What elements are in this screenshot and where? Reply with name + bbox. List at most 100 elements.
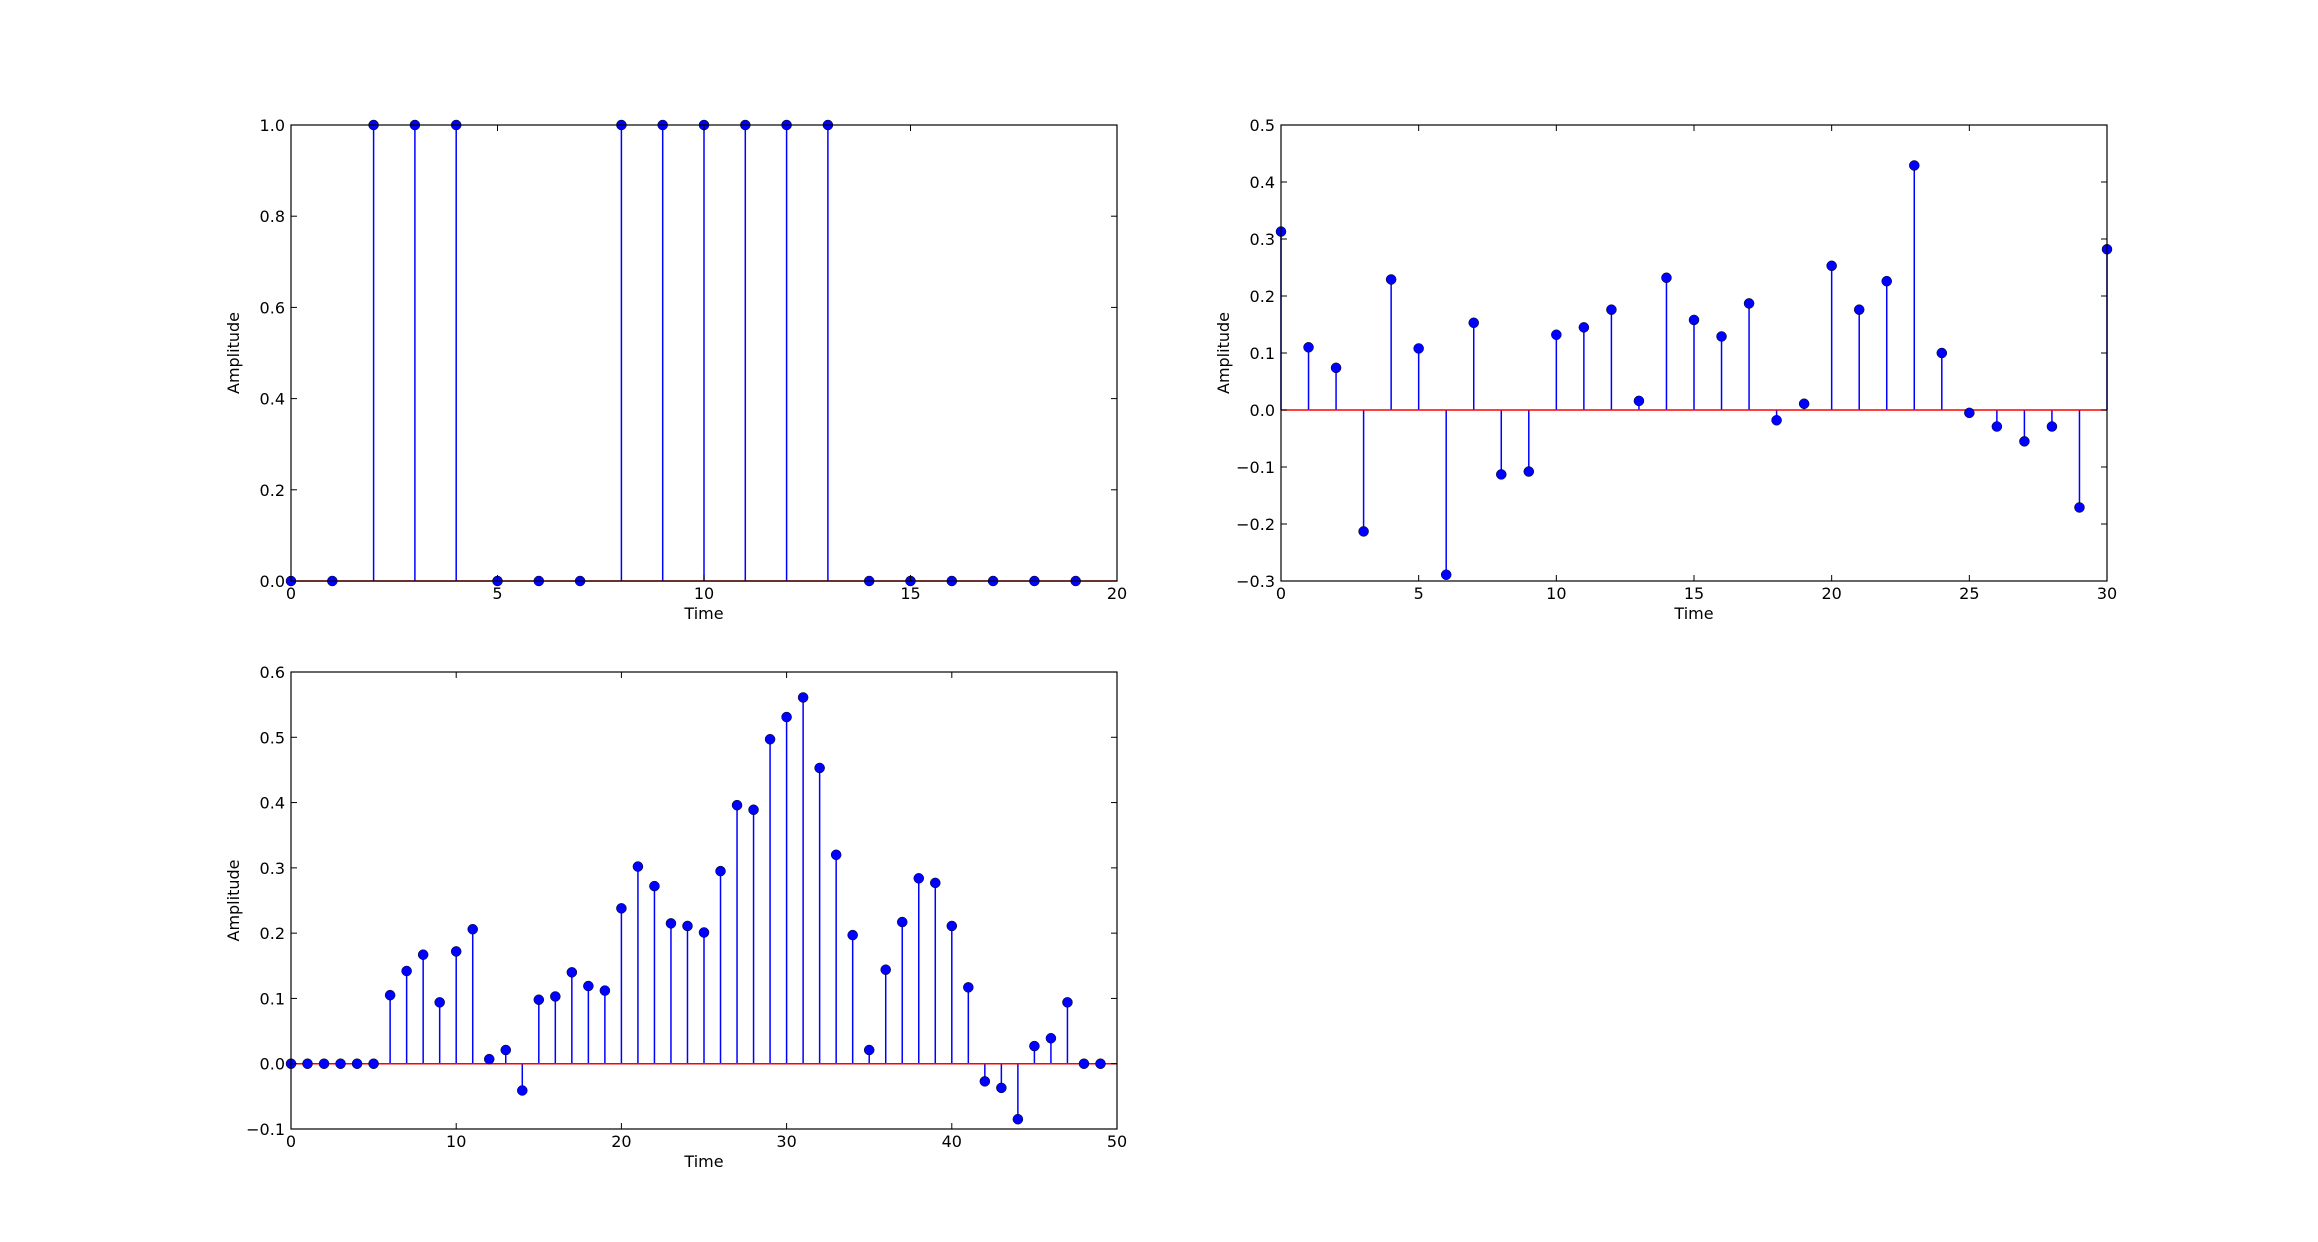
x-axis-label: Time xyxy=(1673,604,1713,623)
y-tick-label: 0.0 xyxy=(260,1055,285,1074)
stem-marker xyxy=(996,1082,1007,1094)
x-tick-label: 5 xyxy=(492,584,502,603)
stem-marker xyxy=(550,991,561,1002)
x-tick-label: 20 xyxy=(1107,584,1127,603)
y-tick-label: 0.6 xyxy=(260,298,285,317)
stem-marker xyxy=(1523,466,1535,477)
y-tick-label: 0.6 xyxy=(260,663,285,682)
stem-marker xyxy=(434,997,445,1008)
chart: 0 5 10 15 20 25 30 −0.3 −0.2 −0.1 0.0 0.1 0.2 0.3 0.4 0… xyxy=(1214,116,2117,623)
stem-marker xyxy=(1440,569,1452,580)
y-axis-label: Amplitude xyxy=(1214,312,1233,394)
stem-marker xyxy=(2019,436,2030,447)
stem-marker xyxy=(665,918,677,929)
y-tick-label: 0.8 xyxy=(260,207,285,226)
stem-marker xyxy=(1062,997,1073,1008)
stem-marker xyxy=(946,920,958,932)
y-tick-label: −0.2 xyxy=(1236,515,1275,534)
stem-marker xyxy=(1385,274,1397,285)
stem-marker xyxy=(583,980,594,992)
x-tick-label: 0 xyxy=(286,584,296,603)
stem-marker xyxy=(1012,1113,1024,1125)
stem-marker xyxy=(649,880,660,892)
x-tick-label: 50 xyxy=(1107,1132,1127,1151)
stem-marker xyxy=(2046,421,2058,432)
stem-marker xyxy=(1991,421,2003,432)
stem-marker xyxy=(748,804,759,816)
stem-marker xyxy=(599,985,611,996)
y-tick-label: 0.3 xyxy=(260,859,285,878)
stem-marker xyxy=(781,711,792,723)
stem-marker xyxy=(384,989,396,1001)
stem-marker xyxy=(1496,469,1507,480)
x-tick-label: 10 xyxy=(1546,584,1566,603)
stem-marker xyxy=(814,762,825,774)
x-tick-label: 0 xyxy=(286,1132,296,1151)
stem-marker xyxy=(764,733,776,745)
stem-marker xyxy=(1936,347,1948,359)
stem-marker xyxy=(368,1058,379,1069)
stem-marker xyxy=(1045,1033,1057,1044)
y-tick-label: 0.4 xyxy=(1250,173,1275,192)
stem-marker xyxy=(302,1058,313,1069)
y-tick-label: 0.5 xyxy=(260,728,285,747)
x-tick-label: 15 xyxy=(1684,584,1704,603)
stem-marker xyxy=(863,1044,875,1056)
stem-marker xyxy=(467,923,478,935)
y-axis-label: Amplitude xyxy=(224,860,243,942)
stem-marker xyxy=(335,1058,346,1069)
stem-marker xyxy=(698,927,710,938)
y-axis-label: Amplitude xyxy=(224,312,243,394)
stem-marker xyxy=(830,849,842,861)
y-tick-label: 0.5 xyxy=(1250,116,1275,135)
stem-marker xyxy=(1578,322,1590,333)
y-tick-label: 0.2 xyxy=(260,481,285,500)
stem-marker xyxy=(533,994,545,1005)
y-tick-label: 1.0 xyxy=(260,116,285,135)
y-tick-label: 0.4 xyxy=(260,390,285,409)
x-tick-label: 0 xyxy=(1276,584,1286,603)
stem-marker xyxy=(1078,1058,1090,1069)
stem-marker xyxy=(1633,395,1645,407)
x-tick-label: 10 xyxy=(694,584,714,603)
stem-marker xyxy=(1909,160,1920,171)
stem-marker xyxy=(1826,260,1837,272)
y-tick-label: 0.1 xyxy=(260,989,285,1008)
stem-marker xyxy=(1853,304,1865,315)
x-tick-label: 20 xyxy=(611,1132,631,1151)
stem-marker xyxy=(417,949,429,960)
y-tick-label: 0.3 xyxy=(1250,230,1275,249)
stem-marker xyxy=(1688,314,1700,326)
stem-marker xyxy=(1358,526,1369,537)
x-axis-label: Time xyxy=(683,604,723,623)
chart: 0 10 20 30 40 50 −0.1 0.0 0.1 0.2 0.3 0.4 0.5 0.6 Time… xyxy=(224,663,1127,1171)
stem-marker xyxy=(880,964,891,975)
y-tick-label: 0.1 xyxy=(1250,344,1275,363)
stem-marker xyxy=(1606,304,1617,315)
y-tick-label: 0.0 xyxy=(260,572,285,591)
x-tick-label: 30 xyxy=(2097,584,2117,603)
stem-marker xyxy=(566,967,578,978)
x-tick-label: 20 xyxy=(1821,584,1841,603)
stem-marker xyxy=(318,1058,330,1069)
stem-marker xyxy=(896,916,908,928)
y-tick-label: 0.4 xyxy=(260,794,285,813)
stem-marker xyxy=(1798,398,1810,409)
stem-marker xyxy=(913,873,925,884)
stem-marker xyxy=(797,692,809,703)
stem-marker xyxy=(1095,1058,1106,1069)
stem-marker xyxy=(1551,329,1562,341)
x-tick-label: 5 xyxy=(1414,584,1424,603)
stem-marker xyxy=(1029,1040,1040,1052)
y-tick-label: −0.3 xyxy=(1236,572,1275,591)
plot-frame xyxy=(290,671,1118,1130)
x-tick-label: 40 xyxy=(942,1132,962,1151)
y-tick-label: −0.1 xyxy=(1236,458,1275,477)
stem-marker xyxy=(1413,343,1424,354)
stem-marker xyxy=(1964,407,1975,419)
stem-marker xyxy=(1468,317,1479,329)
stem-marker xyxy=(1881,275,1892,287)
stem-marker xyxy=(401,965,412,977)
stem-marker xyxy=(2074,502,2085,513)
